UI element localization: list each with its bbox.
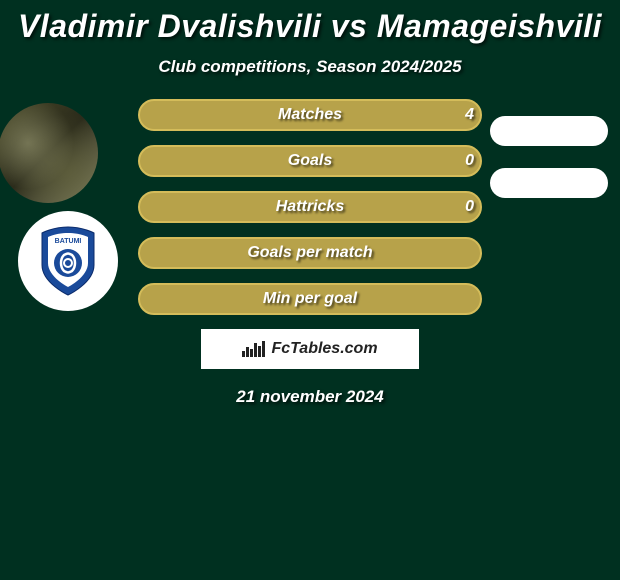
player2-avatar: BATUMI [18, 211, 118, 311]
footer-brand-text: FcTables.com [271, 340, 377, 358]
stat-row: Matches4 [138, 99, 482, 131]
club-shield-icon: BATUMI [38, 225, 98, 297]
stat-label: Matches [138, 99, 482, 131]
stat-row: Min per goal [138, 283, 482, 315]
brand-chart-icon [242, 341, 265, 357]
date-label: 21 november 2024 [10, 387, 610, 407]
stat-row: Hattricks0 [138, 191, 482, 223]
stat-row: Goals per match [138, 237, 482, 269]
stat-pill-player2 [490, 168, 608, 198]
stat-pill-player2 [490, 116, 608, 146]
stat-row: Goals0 [138, 145, 482, 177]
stat-bars: Matches4Goals0Hattricks0Goals per matchM… [138, 99, 482, 315]
stat-label: Min per goal [138, 283, 482, 315]
stat-value-player1: 4 [465, 99, 474, 131]
subtitle: Club competitions, Season 2024/2025 [10, 57, 610, 77]
comparison-content: BATUMI Matches4Goals0Hattricks0Goals per… [10, 99, 610, 315]
stat-label: Goals [138, 145, 482, 177]
stat-label: Goals per match [138, 237, 482, 269]
page-title: Vladimir Dvalishvili vs Mamageishvili [10, 8, 610, 45]
stat-label: Hattricks [138, 191, 482, 223]
stat-value-player1: 0 [465, 191, 474, 223]
svg-text:BATUMI: BATUMI [55, 238, 82, 245]
stat-value-player1: 0 [465, 145, 474, 177]
footer-brand-box: FcTables.com [201, 329, 419, 369]
player1-avatar [0, 103, 98, 203]
